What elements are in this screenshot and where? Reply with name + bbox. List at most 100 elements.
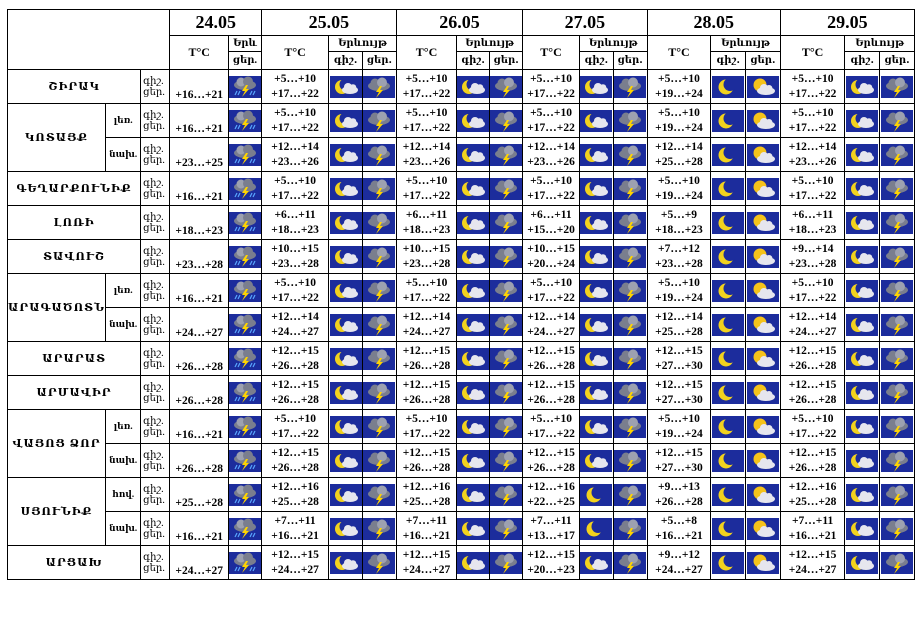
temp-cell: +12…+15 +26…+28 [522,341,580,376]
night-day-labels: գիշ. ցեր. [140,341,171,376]
cloud-rain-lightning-icon [227,273,262,308]
night-temp: +5…+10 [405,106,448,119]
night-temp: +5…+10 [530,106,572,119]
day-temp: +16…+21 [175,531,224,543]
cloud-lightning-icon [362,443,397,478]
cloud-lightning-icon [612,69,648,104]
night-temp: +7…+12 [658,242,700,255]
day-temp: +16…+21 [402,529,451,542]
day-temp: +24…+27 [175,327,224,339]
zone-label: լեռ. [105,103,142,138]
temp-header: T°C [646,35,712,70]
temp-cell: +26…+28 [169,443,229,478]
moon-cloud-icon [578,205,614,240]
day-temp: +17…+22 [527,427,575,440]
temp-header: T°C [779,35,846,70]
day-temp: +26…+28 [788,393,837,406]
cloud-lightning-icon [489,511,524,546]
moon-icon [710,307,747,342]
day-temp: +26…+28 [271,393,319,406]
forecast-table: 24.05 25.05 26.05 27.05 28.05 29.05 T°C Երև T°C Ե… [6,9,915,580]
temp-cell: +5…+10 +19…+24 [646,171,712,206]
day-temp: +22…+25 [527,495,575,508]
cloud-rain-lightning-icon [227,477,262,512]
night-subheader: գիշ․ [456,51,491,70]
day-label: ցեր. [143,494,165,506]
temp-cell: +5…+9 +18…+23 [646,205,712,240]
cloud-lightning-icon [612,409,648,444]
cloud-lightning-icon [612,239,648,274]
moon-icon [578,511,614,546]
day-temp: +27…+30 [655,393,703,406]
night-temp: +5…+10 [791,276,834,289]
night-temp: +10…+15 [402,242,451,255]
day-temp: +20…+23 [527,563,575,576]
day-temp: +24…+27 [271,325,319,338]
moon-cloud-icon [844,409,881,444]
day-label: ցեր. [143,188,165,200]
moon-cloud-icon [328,443,364,478]
temp-cell: +10…+15 +20…+24 [522,239,580,274]
day-temp: +26…+28 [402,359,451,372]
zone-label: լեռ. [105,409,142,444]
cloud-lightning-icon [612,205,648,240]
night-temp: +9…+14 [791,242,834,255]
day-temp: +17…+22 [271,121,319,134]
cloud-lightning-icon [489,477,524,512]
night-temp: +12…+14 [788,140,837,153]
table-row: ԱՐՑԱԽ գիշ. ցեր. +24…+27 +12…+15 +24…+27 +12…… [6,545,915,580]
temp-cell: +5…+10 +17…+22 [260,171,330,206]
temp-cell: +18…+23 [169,205,229,240]
cloud-lightning-icon [879,137,915,172]
moon-cloud-icon [578,239,614,274]
day-label: ցեր. [143,426,165,438]
day-temp: +13…+17 [527,529,575,542]
cloud-lightning-icon [879,205,915,240]
temp-cell: +9…+14 +23…+28 [779,239,846,274]
temp-header: T°C [169,35,229,70]
day-temp: +26…+28 [402,393,451,406]
day-temp: +16…+21 [655,529,703,542]
moon-cloud-icon [578,307,614,342]
table-row: ՎԱՅՈՑ ՁՈՐ լեռ. գիշ. ցեր. +16…+21 +5…+10 +17…+… [6,409,915,478]
temp-cell: +12…+14 +25…+28 [646,307,712,342]
night-day-labels: գիշ. ցեր. [140,545,171,580]
cloud-lightning-icon [489,375,524,410]
moon-cloud-icon [328,477,364,512]
day-temp: +26…+28 [788,461,837,474]
cloud-lightning-icon [362,511,397,546]
night-label: գիշ. [143,517,164,529]
moon-cloud-icon [328,69,364,104]
day-temp: +17…+22 [402,87,451,100]
moon-cloud-icon [456,273,491,308]
phenomena-header: Երև [227,35,262,52]
night-temp: +5…+10 [274,412,316,425]
moon-icon [710,443,747,478]
temp-cell: +7…+12 +23…+28 [646,239,712,274]
night-temp: +5…+10 [658,276,700,289]
temp-cell: +5…+10 +17…+22 [779,273,846,308]
moon-cloud-icon [844,375,881,410]
zone-label: նախ. [105,137,142,172]
day-label: ցեր. [143,290,165,302]
night-label: գիշ. [143,483,164,495]
day-temp: +17…+22 [271,87,319,100]
day-temp: +16…+21 [175,293,224,305]
table-row: նախ. գիշ. ցեր. +23…+25 +12…+14 +23…+26 +12…+… [8,137,915,172]
sun-cloud-icon [745,375,781,410]
cloud-lightning-icon [612,375,648,410]
day-temp: +16…+21 [271,529,319,542]
day-label: ցեր. [143,222,165,234]
moon-icon [710,273,747,308]
moon-cloud-icon [328,103,364,138]
cloud-lightning-icon [879,273,915,308]
day-temp: +17…+22 [402,121,451,134]
region-name: ՎԱՅՈՑ ՁՈՐ [6,409,107,478]
day-subheader: ցեր․ [612,51,648,70]
moon-cloud-icon [578,409,614,444]
temp-cell: +12…+15 +26…+28 [395,443,458,478]
moon-cloud-icon [844,171,881,206]
day-temp: +26…+28 [271,359,319,372]
cloud-lightning-icon [612,307,648,342]
day-temp: +16…+21 [175,191,224,203]
